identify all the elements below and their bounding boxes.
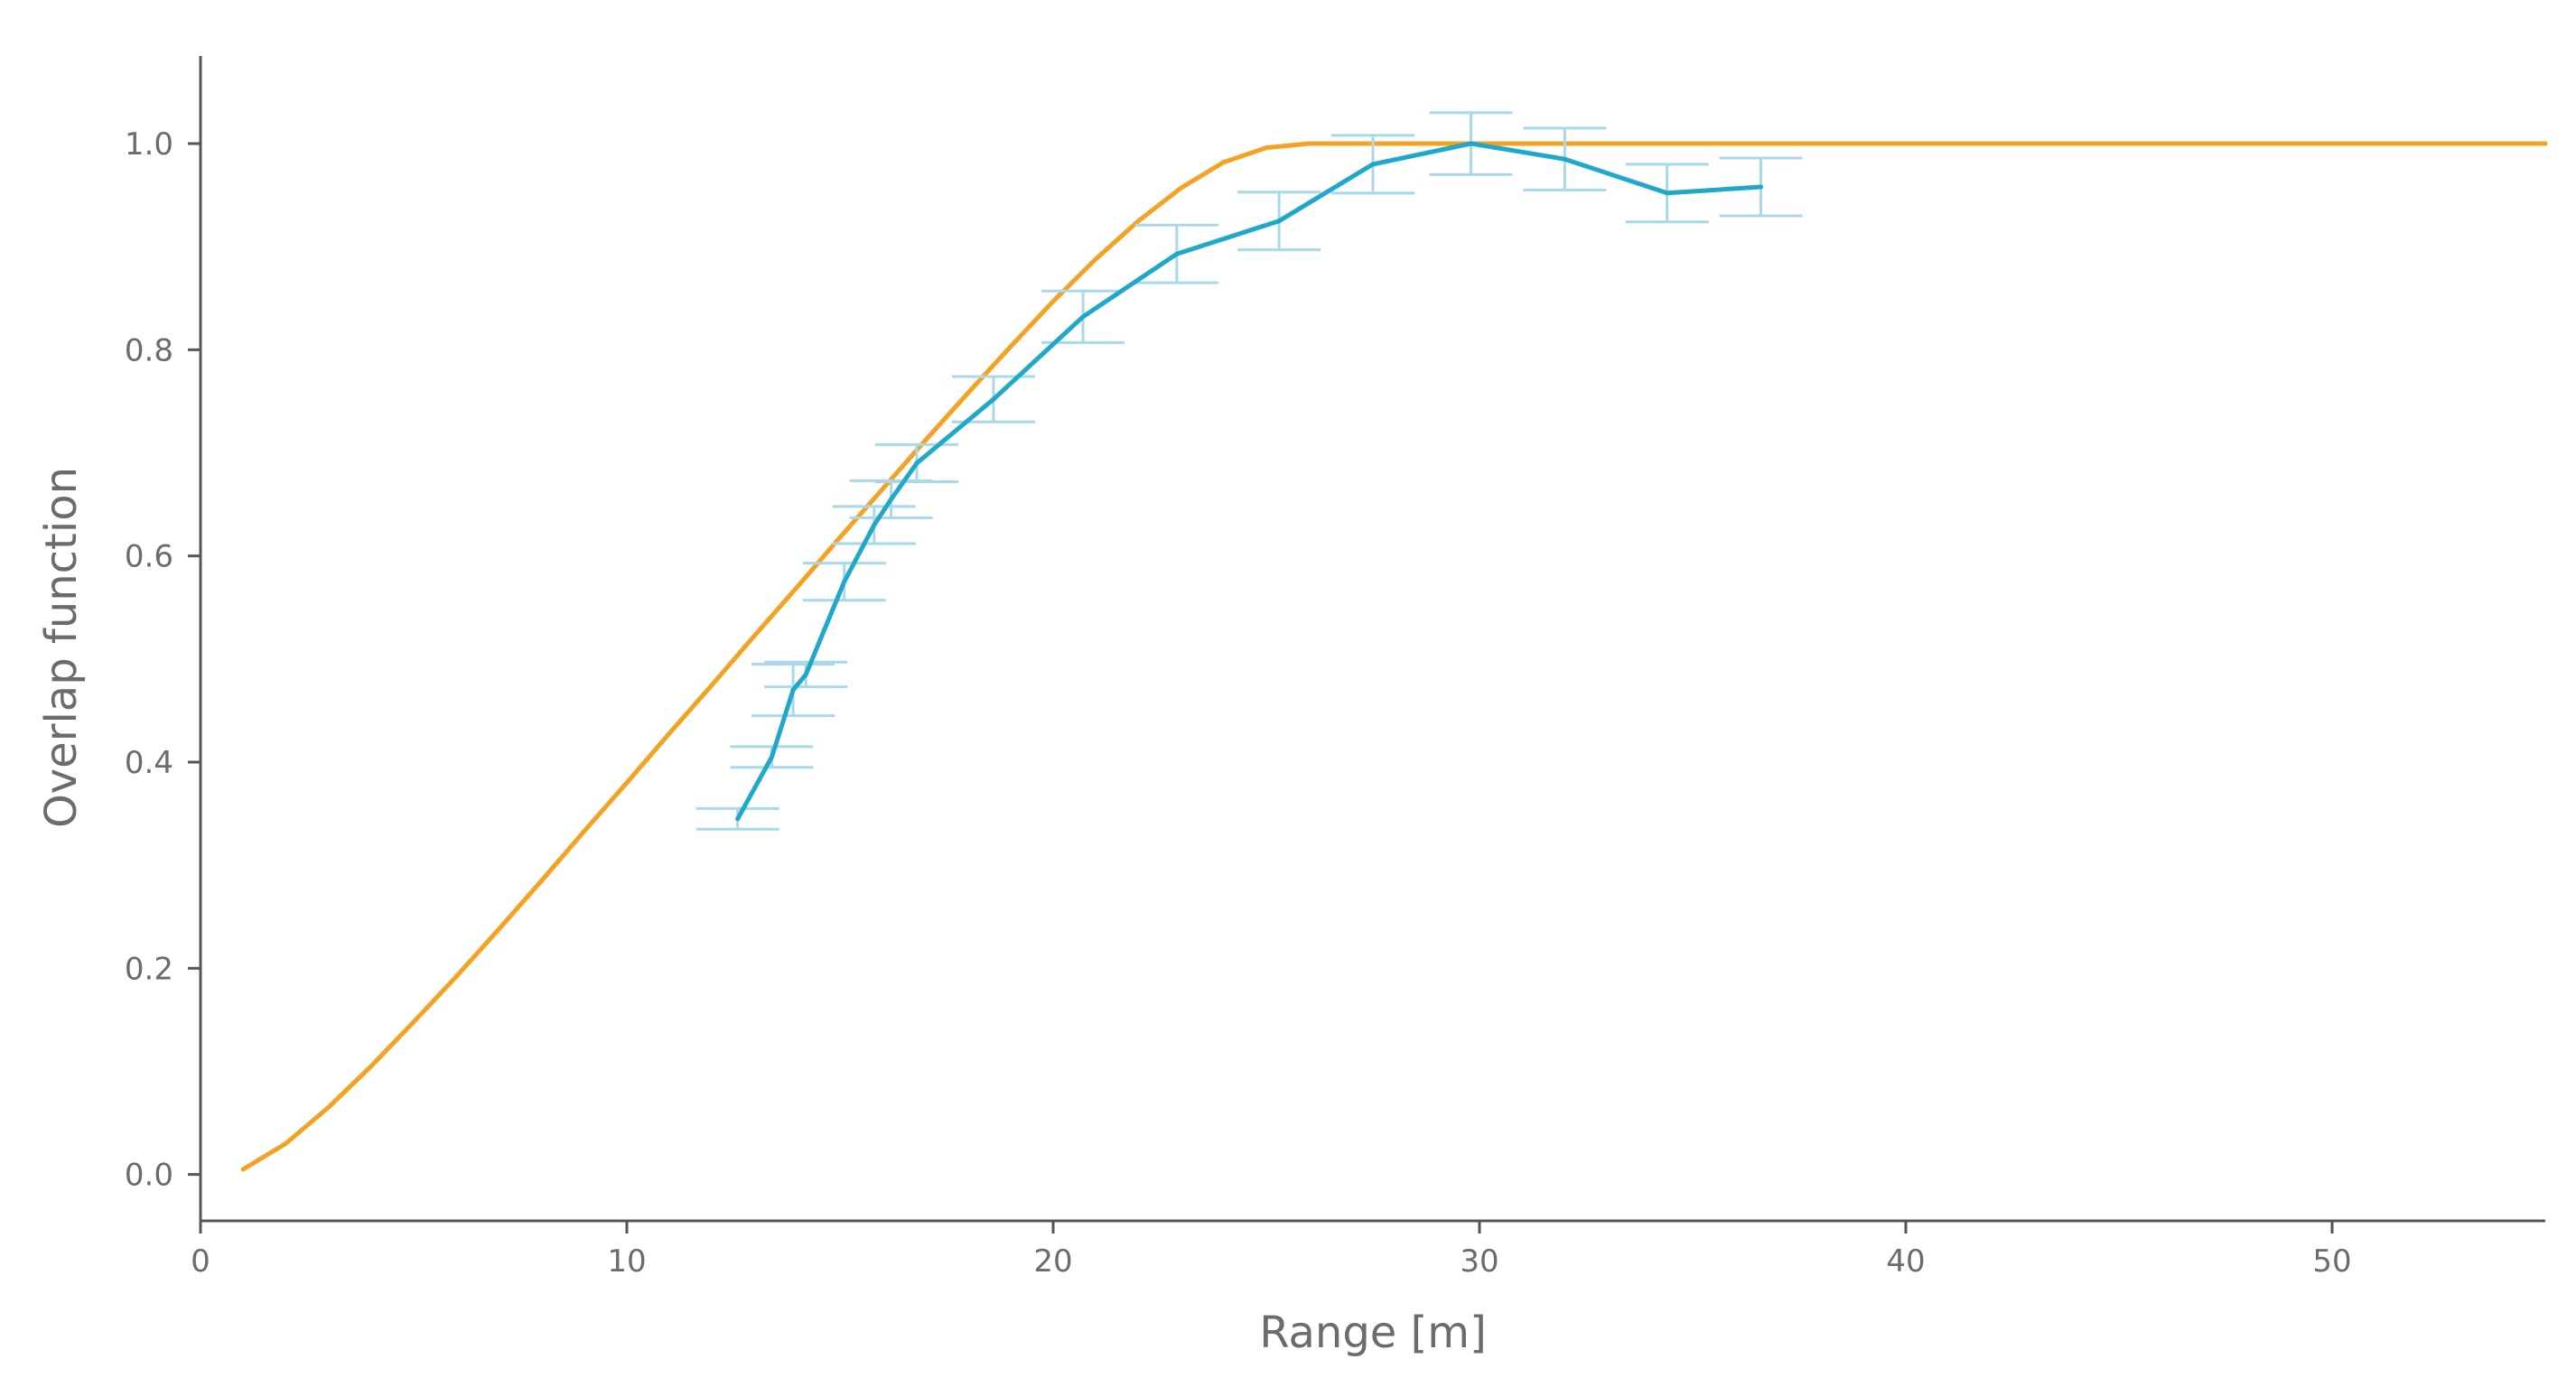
measured-point bbox=[803, 672, 808, 677]
y-tick-label: 0.0 bbox=[125, 1158, 173, 1194]
y-tick-label: 1.0 bbox=[125, 126, 173, 163]
y-tick-label: 0.8 bbox=[125, 332, 173, 368]
measured-point bbox=[1080, 314, 1086, 320]
x-tick-label: 40 bbox=[1886, 1243, 1925, 1280]
measured-point bbox=[1174, 251, 1180, 256]
measured-point bbox=[991, 396, 996, 402]
x-tick-label: 0 bbox=[191, 1243, 210, 1280]
measured-point bbox=[1665, 191, 1670, 196]
measured-point bbox=[790, 687, 796, 693]
plot-area bbox=[240, 111, 2548, 1172]
axes: 0 10 20 30 40 50 0.0 0.2 0.4 0.6 0.8 1.0 bbox=[125, 56, 2545, 1280]
y-tick-label: 0.2 bbox=[125, 951, 173, 987]
x-tick-label: 50 bbox=[2312, 1243, 2351, 1280]
measured-point bbox=[735, 816, 741, 822]
measured-point bbox=[1759, 184, 1764, 190]
y-tick-label: 0.4 bbox=[125, 745, 173, 781]
measured-point bbox=[1469, 141, 1474, 146]
y-tick-label: 0.6 bbox=[125, 539, 173, 575]
x-axis-label: Range [m] bbox=[1259, 1308, 1487, 1358]
measured-point bbox=[769, 754, 774, 759]
measured-point bbox=[1276, 219, 1282, 224]
measured-point bbox=[872, 522, 877, 527]
model-curve-line bbox=[240, 141, 2548, 1172]
measured-point bbox=[842, 579, 847, 584]
x-tick-label: 30 bbox=[1460, 1243, 1498, 1280]
measured-point bbox=[1370, 162, 1376, 167]
y-axis-label: Overlap function bbox=[36, 467, 87, 828]
x-tick-label: 20 bbox=[1033, 1243, 1072, 1280]
x-tick-label: 10 bbox=[607, 1243, 646, 1280]
measured-point bbox=[889, 497, 894, 502]
measured-point bbox=[914, 461, 919, 466]
measured-point bbox=[1562, 156, 1567, 162]
